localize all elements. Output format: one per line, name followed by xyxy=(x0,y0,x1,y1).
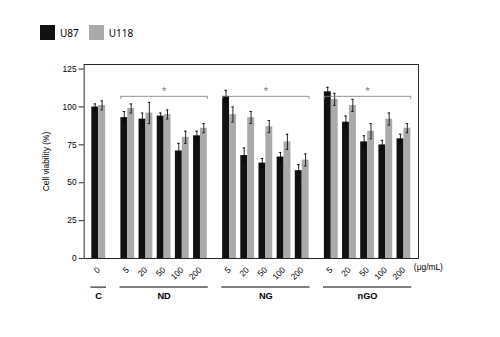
svg-text:125: 125 xyxy=(63,64,77,74)
svg-text:50: 50 xyxy=(67,177,77,187)
html-text:U118: U118 xyxy=(108,25,134,40)
html-text:U87: U87 xyxy=(60,25,79,40)
svg-text:100: 100 xyxy=(169,264,186,281)
svg-text:20: 20 xyxy=(339,264,353,278)
svg-text:0: 0 xyxy=(92,264,103,275)
svg-text:NG: NG xyxy=(259,291,273,301)
svg-text:*: * xyxy=(162,84,167,97)
svg-text:75: 75 xyxy=(67,140,77,150)
svg-text:200: 200 xyxy=(390,264,407,281)
svg-text:ND: ND xyxy=(157,291,171,301)
svg-text:200: 200 xyxy=(288,264,305,281)
svg-text:20: 20 xyxy=(136,264,150,278)
svg-text:5: 5 xyxy=(324,264,335,275)
svg-text:*: * xyxy=(264,84,269,97)
svg-text:C: C xyxy=(95,291,102,301)
svg-text:50: 50 xyxy=(154,264,168,278)
svg-text:nGO: nGO xyxy=(358,291,378,301)
svg-text:20: 20 xyxy=(237,264,251,278)
svg-text:25: 25 xyxy=(67,215,77,225)
svg-text:5: 5 xyxy=(121,264,132,275)
svg-text:5: 5 xyxy=(222,264,233,275)
svg-text:50: 50 xyxy=(357,264,371,278)
svg-text:200: 200 xyxy=(187,264,204,281)
svg-text:100: 100 xyxy=(372,264,389,281)
svg-text:50: 50 xyxy=(255,264,269,278)
svg-text:(μg/mL): (μg/mL) xyxy=(414,262,443,272)
svg-text:0: 0 xyxy=(72,253,77,263)
svg-text:*: * xyxy=(365,84,370,97)
svg-text:Cell viability (%): Cell viability (%) xyxy=(41,132,51,192)
svg-text:100: 100 xyxy=(270,264,287,281)
svg-text:100: 100 xyxy=(63,102,77,112)
